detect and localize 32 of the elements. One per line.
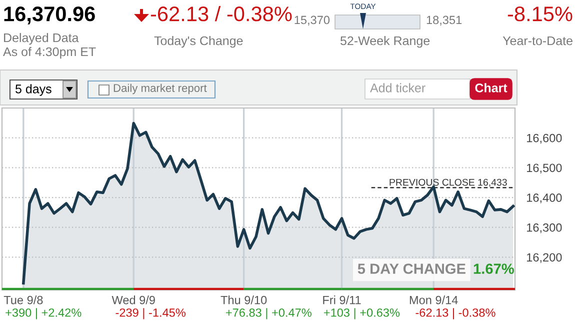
text: Delayed Data bbox=[4, 33, 79, 45]
text: -8.15% bbox=[508, 6, 572, 22]
x-tick-label: Tue 9/8 bbox=[4, 296, 43, 304]
ref-line-label: PREVIOUS CLOSE 16,433 bbox=[390, 178, 507, 187]
text: 52-Week Range bbox=[340, 36, 430, 48]
text: Daily market report bbox=[114, 84, 207, 94]
text: 5 days bbox=[16, 84, 52, 96]
text: -62.13 | -0.38% bbox=[416, 308, 496, 320]
text: 15,370 bbox=[294, 16, 330, 26]
annotation: 1.67% bbox=[474, 264, 514, 274]
text: 18,351 bbox=[426, 16, 462, 26]
y-tick-label: 16,200 bbox=[527, 253, 562, 263]
y-tick-label: 16,500 bbox=[527, 164, 562, 174]
text: As of 4:30pm ET bbox=[3, 47, 96, 59]
annotation: 5 DAY CHANGE bbox=[358, 264, 466, 274]
y-tick-label: 16,300 bbox=[527, 223, 562, 234]
x-tick-label: Thu 9/10 bbox=[220, 296, 267, 304]
x-tick-label: Wed 9/9 bbox=[112, 296, 155, 304]
text: Year-to-Date bbox=[502, 36, 572, 46]
text: Chart bbox=[475, 83, 508, 92]
text: -62.13 / -0.38% bbox=[150, 6, 292, 22]
x-tick-label: Fri 9/11 bbox=[323, 296, 361, 304]
text: 16,370.96 bbox=[4, 6, 95, 24]
text: +76.83 | +0.47% bbox=[226, 308, 312, 320]
text: Add ticker bbox=[370, 83, 426, 92]
text: +103 | +0.63% bbox=[324, 308, 400, 320]
text: Today's Change bbox=[154, 36, 243, 48]
x-tick-label: Mon 9/14 bbox=[410, 296, 458, 304]
y-tick-label: 16,400 bbox=[527, 194, 562, 204]
text: -239 | -1.45% bbox=[116, 308, 186, 320]
text: +390 | +2.42% bbox=[6, 308, 82, 320]
y-tick-label: 16,600 bbox=[527, 134, 562, 144]
